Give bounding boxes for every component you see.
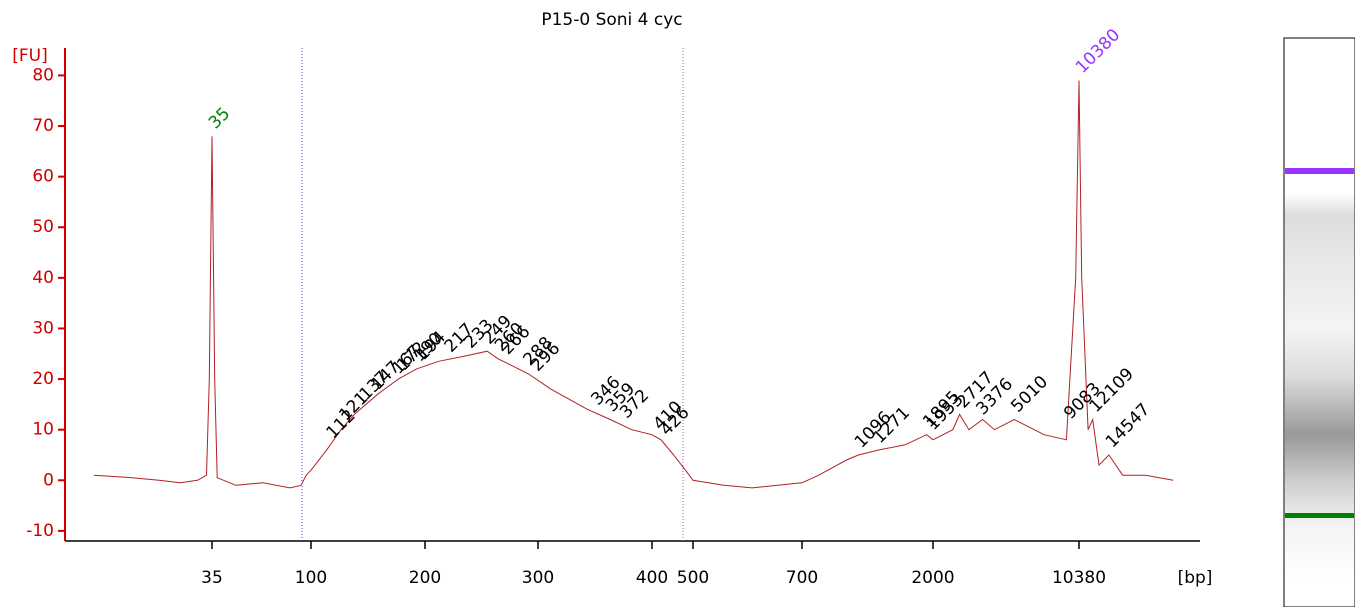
chart-title: P15-0 Soni 4 cyc [541, 10, 682, 30]
gel-smear [1285, 125, 1354, 580]
y-tick-label: 10 [32, 420, 54, 440]
x-tick-label: 500 [677, 568, 709, 588]
peak-label: 5010 [1007, 372, 1052, 417]
y-tick-label: 40 [32, 268, 54, 288]
peak-label: 35 [205, 104, 234, 133]
x-tick-label: 2000 [911, 568, 954, 588]
x-tick-label: 400 [636, 568, 668, 588]
y-tick-label: 30 [32, 318, 54, 338]
y-tick-label: -10 [26, 521, 54, 541]
y-axis-label: [FU] [12, 46, 48, 66]
x-tick-label: 300 [522, 568, 554, 588]
x-tick-label: 35 [201, 568, 223, 588]
y-tick-label: 0 [43, 470, 54, 490]
gel-lane [1283, 37, 1355, 608]
x-axis-label: [bp] [1178, 568, 1213, 588]
y-tick-label: 80 [32, 65, 54, 85]
y-tick-label: 50 [32, 217, 54, 237]
y-tick-label: 70 [32, 116, 54, 136]
peak-label: 10380 [1072, 25, 1124, 77]
x-tick-label: 100 [295, 568, 327, 588]
x-tick-label: 200 [409, 568, 441, 588]
plot-area [93, 80, 1174, 489]
x-tick-label: 700 [786, 568, 818, 588]
upper-marker-band [1285, 168, 1354, 174]
lower-marker-band [1285, 513, 1354, 518]
x-tick-label: 10380 [1052, 568, 1106, 588]
y-tick-label: 60 [32, 167, 54, 187]
peak-label: 14547 [1102, 400, 1154, 452]
trace [93, 80, 1174, 489]
y-tick-label: 20 [32, 369, 54, 389]
